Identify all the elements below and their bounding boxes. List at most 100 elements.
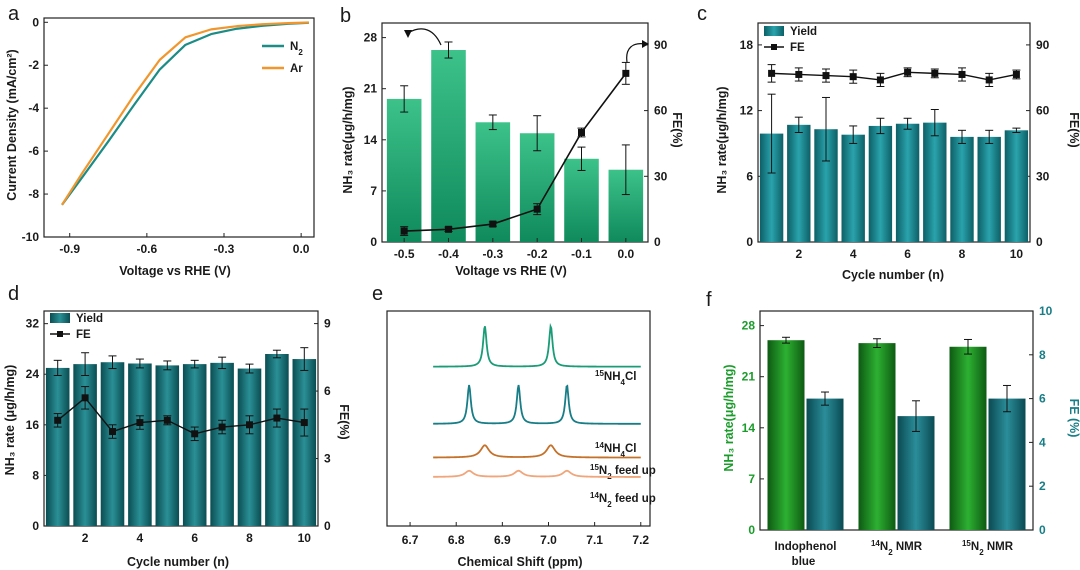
- e-plot-frame: [386, 310, 651, 527]
- c-fe-point: [904, 68, 912, 76]
- b-ytick-label: 7: [370, 184, 377, 198]
- e-xlabel: Chemical Shift (ppm): [457, 555, 582, 569]
- e-nmr-trace: [433, 384, 641, 425]
- c-xtick-label: 2: [795, 247, 802, 261]
- d-yield-bar: [100, 362, 125, 526]
- f-category-label: 14N2 NMR: [871, 539, 923, 557]
- c-ytick-label: 12: [740, 104, 754, 118]
- b-fe-point: [489, 220, 497, 228]
- b-bar: [519, 133, 555, 242]
- e-xtick-label: 7.0: [540, 533, 557, 547]
- d-legend-fe-label: FE: [76, 329, 91, 341]
- d-yield-bar: [45, 367, 70, 526]
- d-y2tick-label: 6: [324, 384, 331, 398]
- c-ytick-label: 0: [746, 235, 753, 249]
- d-xtick-label: 8: [246, 531, 253, 545]
- f-y2tick-label: 2: [1039, 479, 1046, 493]
- f-ytick-label: 14: [742, 421, 756, 435]
- b-ytick-label: 21: [364, 82, 378, 96]
- c-fe-point: [876, 76, 884, 84]
- f-y2tick-label: 10: [1039, 304, 1053, 318]
- a-xtick-label: -0.6: [137, 242, 158, 256]
- c-xtick-label: 6: [904, 247, 911, 261]
- d-legend-fe-marker: [57, 331, 63, 337]
- c-yield-bar: [759, 133, 784, 242]
- c-yield-bar: [950, 136, 974, 242]
- d-y2tick-label: 0: [324, 519, 331, 533]
- f-ylabel: NH₃ rate(μg/h/mg): [722, 364, 736, 471]
- d-fe-point: [246, 421, 253, 429]
- d-fe-point: [136, 419, 144, 427]
- c-xlabel: Cycle number (n): [842, 268, 944, 282]
- a-ytick-label: -2: [28, 58, 39, 72]
- a-xtick-label: 0.0: [293, 242, 310, 256]
- d-yield-bar: [128, 363, 152, 526]
- a-ytick-label: -4: [28, 101, 39, 115]
- c-fe-point: [958, 70, 966, 78]
- d-xtick-label: 4: [137, 531, 144, 545]
- d-ytick-label: 24: [26, 367, 40, 381]
- d-fe-point: [300, 419, 308, 427]
- e-xtick-label: 6.7: [402, 533, 419, 547]
- c-fe-point: [768, 69, 776, 77]
- d-xlabel: Cycle number (n): [127, 555, 229, 569]
- d-ytick-label: 16: [26, 418, 40, 432]
- d-legend-yield-swatch: [50, 313, 70, 323]
- e-nmr-trace: [433, 444, 641, 459]
- d-xtick-label: 6: [191, 531, 198, 545]
- c-yield-bar: [895, 123, 920, 242]
- d-fe-line: [57, 396, 305, 435]
- b-fe-point: [622, 69, 630, 77]
- b-y2tick-label: 60: [654, 104, 668, 118]
- b-y2label: FE(%): [670, 112, 684, 147]
- f-ytick-label: 28: [742, 319, 756, 333]
- a-series-ar-line: [61, 21, 309, 206]
- d-fe-point: [191, 430, 199, 438]
- d-yield-bar: [292, 359, 317, 526]
- c-xtick-label: 10: [1010, 247, 1024, 261]
- d-ytick-label: 32: [26, 317, 40, 331]
- c-fe-point: [822, 72, 830, 80]
- c-xtick-label: 4: [850, 247, 857, 261]
- b-y2tick-label: 90: [654, 38, 668, 52]
- a-xtick-label: -0.9: [59, 242, 80, 256]
- b-ylabel: NH₃ rate(μg/h/mg): [341, 86, 355, 193]
- c-ytick-label: 6: [746, 169, 753, 183]
- b-plot-frame: [381, 22, 649, 243]
- f-rate-bar: [858, 343, 896, 530]
- b-fe-point: [533, 205, 541, 213]
- d-fe-point: [163, 416, 171, 424]
- a-ytick-label: -8: [28, 187, 39, 201]
- d-yield-bar: [155, 365, 180, 526]
- e-nmr-trace: [433, 322, 641, 368]
- b-xtick-label: 0.0: [617, 247, 634, 261]
- b-y2tick-label: 30: [654, 169, 668, 183]
- b-xtick-label: -0.4: [438, 247, 459, 261]
- d-yield-bar: [210, 362, 234, 526]
- b-fe-point: [445, 225, 452, 233]
- a-series-n2-line: [61, 21, 309, 206]
- c-fe-point: [849, 73, 857, 81]
- f-ytick-label: 7: [748, 472, 755, 486]
- d-ylabel: NH₃ rate (μg/h/mg): [3, 365, 17, 476]
- e-nmr-trace: [433, 469, 641, 478]
- c-legend-fe-label: FE: [790, 42, 805, 54]
- f-rate-bar: [949, 346, 987, 530]
- c-yield-bar: [868, 125, 893, 242]
- b-xlabel: Voltage vs RHE (V): [455, 264, 567, 278]
- b-y2tick-label: 0: [654, 235, 661, 249]
- d-ytick-label: 8: [32, 468, 39, 482]
- e-xtick-label: 6.9: [494, 533, 511, 547]
- d-plot-frame: [43, 310, 319, 527]
- a-ytick-label: -10: [22, 230, 40, 244]
- c-yield-bar: [923, 122, 947, 242]
- a-ytick-label: -6: [28, 144, 39, 158]
- chart-marks: 0-2-4-6-8-10-0.9 -0.6 -0.3 0.0N2Ar071421280…: [22, 15, 1053, 568]
- f-plot-frame: [759, 310, 1034, 531]
- f-category-label: 15N2 NMR: [962, 539, 1014, 557]
- d-y2tick-label: 3: [324, 452, 331, 466]
- c-xtick-label: 8: [959, 247, 966, 261]
- d-yield-bar: [265, 354, 289, 526]
- panel-letter-f: f: [706, 289, 712, 311]
- e-trace-label: 14N2 feed up: [590, 491, 656, 509]
